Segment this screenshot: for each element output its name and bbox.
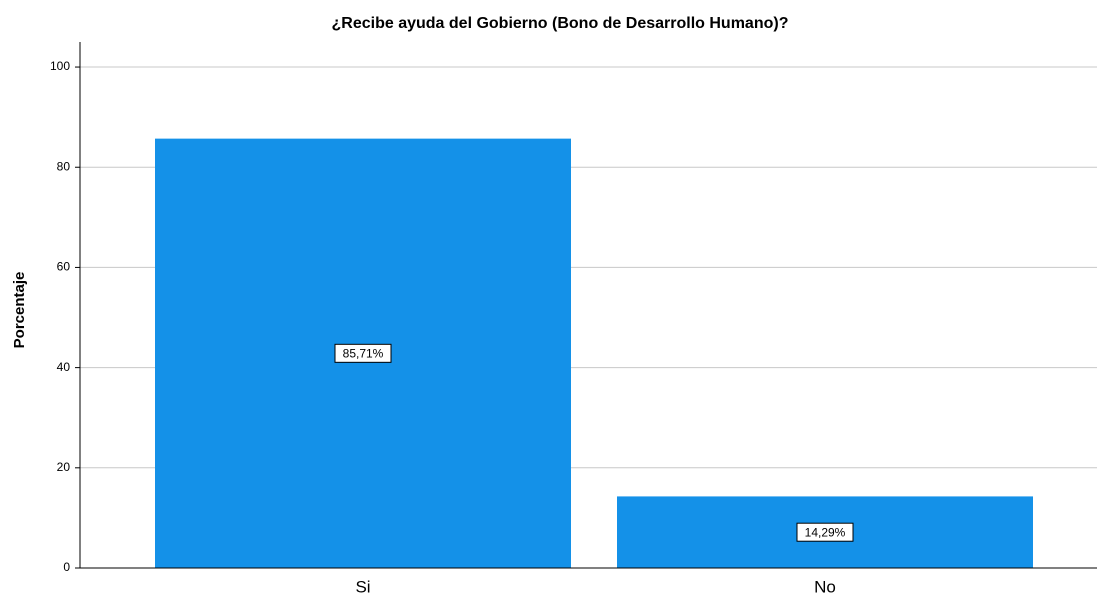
x-tick-label: No — [814, 577, 836, 596]
x-tick-label: Si — [355, 577, 370, 596]
y-tick-label: 40 — [57, 360, 71, 374]
y-tick-label: 80 — [57, 159, 71, 173]
value-label-box — [334, 343, 392, 363]
value-label-box — [796, 522, 854, 542]
y-axis-label: Porcentaje — [11, 272, 28, 349]
y-tick-label: 20 — [57, 460, 71, 474]
value-label: 85,71% — [343, 346, 384, 360]
y-tick-label: 100 — [50, 59, 70, 73]
y-tick-label: 0 — [63, 560, 70, 574]
chart-title: ¿Recibe ayuda del Gobierno (Bono de Desa… — [332, 15, 789, 32]
y-tick-label: 60 — [57, 260, 71, 274]
value-label: 14,29% — [805, 525, 846, 539]
